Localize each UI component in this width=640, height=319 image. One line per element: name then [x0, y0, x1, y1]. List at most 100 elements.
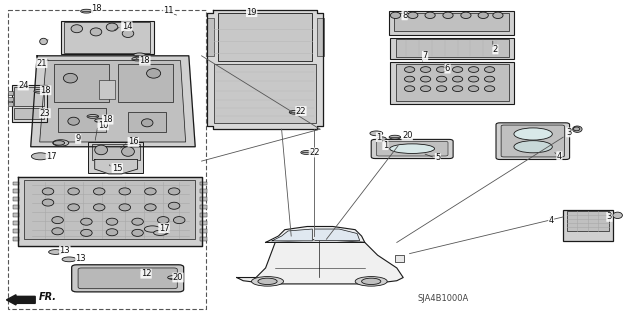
Ellipse shape: [258, 278, 277, 285]
Ellipse shape: [93, 204, 105, 211]
Bar: [92, 144, 140, 160]
Ellipse shape: [514, 141, 552, 153]
Bar: [200, 189, 207, 193]
Ellipse shape: [573, 126, 582, 132]
Ellipse shape: [132, 57, 143, 61]
Ellipse shape: [376, 137, 387, 141]
Text: 6: 6: [445, 64, 450, 73]
Bar: [54, 64, 109, 102]
Ellipse shape: [145, 204, 156, 211]
Bar: [200, 237, 207, 241]
Bar: [8, 91, 13, 95]
Text: 18: 18: [140, 56, 150, 65]
Bar: [61, 21, 154, 54]
Ellipse shape: [452, 67, 463, 72]
Ellipse shape: [90, 28, 102, 36]
Ellipse shape: [81, 9, 92, 13]
Bar: [214, 64, 316, 123]
Ellipse shape: [42, 188, 54, 195]
Ellipse shape: [390, 144, 435, 153]
Ellipse shape: [145, 188, 156, 195]
Text: 2: 2: [493, 45, 498, 54]
Ellipse shape: [31, 153, 49, 160]
Ellipse shape: [420, 76, 431, 82]
Ellipse shape: [389, 135, 401, 139]
Ellipse shape: [408, 12, 418, 19]
Bar: [13, 213, 19, 217]
Ellipse shape: [68, 204, 79, 211]
Bar: [128, 112, 166, 132]
Ellipse shape: [573, 127, 580, 131]
Polygon shape: [31, 56, 195, 147]
FancyBboxPatch shape: [72, 265, 184, 292]
Text: 8: 8: [402, 11, 407, 20]
Ellipse shape: [122, 29, 134, 38]
Text: 18: 18: [40, 86, 51, 95]
Ellipse shape: [81, 218, 92, 225]
Bar: [389, 11, 514, 35]
Ellipse shape: [436, 67, 447, 72]
Bar: [8, 10, 206, 309]
Polygon shape: [95, 160, 138, 174]
Ellipse shape: [370, 131, 383, 136]
FancyBboxPatch shape: [371, 139, 453, 159]
Ellipse shape: [168, 188, 180, 195]
Text: 3: 3: [607, 212, 612, 221]
Text: 22: 22: [309, 148, 319, 157]
Bar: [567, 211, 609, 231]
Text: SJA4B1000A: SJA4B1000A: [417, 294, 468, 303]
Text: 18: 18: [92, 4, 102, 13]
Ellipse shape: [484, 67, 495, 72]
Text: 11: 11: [163, 6, 173, 15]
Ellipse shape: [443, 12, 453, 19]
Bar: [200, 213, 207, 217]
Ellipse shape: [173, 217, 185, 224]
Bar: [118, 64, 173, 102]
Ellipse shape: [390, 12, 401, 19]
Ellipse shape: [404, 76, 415, 82]
Text: 23: 23: [40, 109, 51, 118]
FancyBboxPatch shape: [376, 141, 448, 156]
Ellipse shape: [71, 25, 83, 33]
Ellipse shape: [49, 250, 63, 255]
Polygon shape: [237, 239, 403, 284]
Bar: [64, 22, 150, 53]
Text: 10: 10: [98, 121, 108, 130]
Ellipse shape: [436, 86, 447, 92]
Ellipse shape: [106, 229, 118, 236]
Text: 7: 7: [422, 51, 428, 60]
Text: 4: 4: [548, 216, 554, 225]
Bar: [99, 80, 115, 99]
Polygon shape: [315, 229, 360, 241]
Ellipse shape: [106, 218, 118, 225]
Ellipse shape: [461, 12, 471, 19]
Bar: [13, 182, 19, 185]
Bar: [200, 182, 207, 185]
Text: 3: 3: [566, 128, 572, 137]
Ellipse shape: [157, 217, 169, 224]
Text: 1: 1: [376, 133, 381, 142]
Ellipse shape: [62, 257, 76, 262]
Ellipse shape: [355, 277, 387, 286]
Ellipse shape: [52, 228, 63, 235]
Ellipse shape: [478, 12, 488, 19]
Ellipse shape: [122, 147, 134, 156]
Text: 12: 12: [141, 269, 151, 278]
Text: 1: 1: [383, 141, 388, 150]
FancyBboxPatch shape: [496, 123, 570, 160]
Bar: [396, 39, 509, 57]
Bar: [207, 18, 214, 56]
FancyArrow shape: [6, 295, 35, 305]
Ellipse shape: [95, 145, 108, 155]
Ellipse shape: [420, 86, 431, 92]
Text: 17: 17: [159, 224, 170, 233]
Bar: [200, 197, 207, 201]
Bar: [13, 229, 19, 233]
Bar: [14, 108, 44, 119]
Ellipse shape: [106, 23, 118, 31]
Bar: [88, 142, 143, 173]
Bar: [200, 229, 207, 233]
Ellipse shape: [134, 53, 145, 57]
Ellipse shape: [484, 86, 495, 92]
Ellipse shape: [420, 67, 431, 72]
